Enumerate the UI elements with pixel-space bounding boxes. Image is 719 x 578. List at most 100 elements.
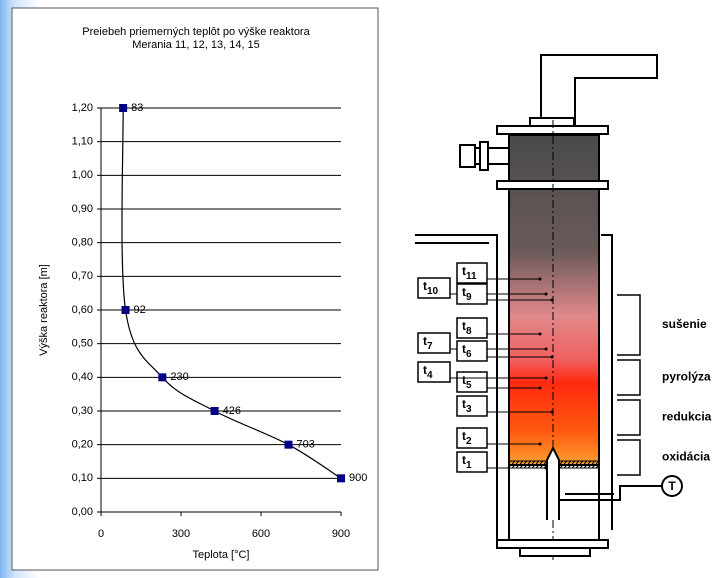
sensor-tip [538,386,542,390]
x-tick-label: 0 [98,528,104,540]
zone-bracket [617,359,641,396]
zone-bracket [617,399,641,436]
sensor-index: 5 [466,380,472,391]
sensor-index: 10 [427,286,439,297]
sensor: t7 [417,332,548,354]
thermometer-label: T [668,479,676,493]
point [119,104,128,112]
sensor-index: 6 [466,349,472,360]
y-tick-label: 1,20 [72,102,93,114]
y-tick-label: 1,10 [72,136,93,148]
chart: Preiebeh priemerných teplôt po výške rea… [38,26,367,561]
y-tick-label: 0,10 [72,472,93,484]
sensor-box [456,395,488,417]
sensor-box [417,277,451,299]
sensor-label: t10 [423,279,439,296]
chart-title: Preiebeh priemerných teplôt po výške rea… [82,26,310,38]
y-tick-label: 0,60 [72,304,93,316]
sensor-index: 11 [466,271,477,282]
sensor-tip [544,376,548,380]
sensor-box [456,262,488,284]
data-label: 426 [223,405,241,417]
probe [546,445,560,520]
data-label: 83 [131,102,143,114]
sensor-label: t2 [462,429,472,446]
data-label: 92 [134,304,146,316]
zone-label: redukcia [662,410,712,424]
sensor-symbol: t [462,453,466,467]
sensor-symbol: t [423,279,427,293]
thermo-line [559,485,662,501]
flange [496,539,609,549]
sensor-symbol: t [462,285,466,299]
sensor-label: t3 [462,397,472,414]
chart-panel [11,7,379,571]
bottom-flange [519,547,591,557]
sensor: t9 [456,283,554,305]
sensor-tip [538,277,542,281]
sensor-box [456,451,488,473]
sensor-label: t7 [423,334,433,351]
sensor-index: 4 [427,370,433,381]
sensor-box [456,317,488,339]
flange [529,117,575,127]
x-tick-label: 600 [252,528,270,540]
y-tick-label: 0,00 [72,506,93,518]
sensor-label: t6 [462,342,472,359]
sensor: t8 [456,317,542,339]
point [337,474,345,483]
point [121,306,130,314]
sensor-label: t9 [462,285,472,302]
zone-bracket [617,439,641,476]
sensor-label: t5 [462,373,472,390]
sensor-index: 8 [466,326,472,337]
sensor-symbol: t [462,397,466,411]
zone-bracket [617,294,641,356]
point [158,373,167,382]
sensor-symbol: t [462,319,466,333]
sensor-symbol: t [423,363,427,377]
x-tick-label: 300 [172,528,190,540]
point [284,440,293,449]
sensor-box [456,427,488,449]
exhaust-pipe [540,54,658,125]
sensor-label: t4 [423,363,433,380]
sensor: t11 [456,262,542,284]
sensor-index: 9 [466,292,472,303]
sensor: t6 [456,340,554,362]
data-label: 703 [296,439,314,451]
chart-subtitle: Merania 11, 12, 13, 14, 15 [132,39,260,51]
thermometer [661,475,683,497]
sensor-box [456,371,488,393]
side-flange [459,144,476,168]
sensor-index: 3 [466,404,472,415]
sensor: t2 [456,427,542,449]
sensor-symbol: t [462,429,466,443]
sensor-tip [544,292,548,296]
y-tick-label: 0,50 [72,338,93,350]
sensor-symbol: t [462,264,466,278]
y-tick-label: 0,90 [72,203,93,215]
y-tick-label: 0,40 [72,371,93,383]
sensor: t5 [456,371,542,393]
y-tick-label: 1,00 [72,169,93,181]
y-tick-label: 0,30 [72,405,93,417]
sensor-box [456,340,488,362]
sensor-tip [550,355,554,359]
sensor: t4 [417,361,548,383]
side-flange [479,141,489,171]
y-tick-label: 0,70 [72,270,93,282]
sensor-label: t1 [462,453,472,470]
zone-label: oxidácia [662,450,710,464]
x-axis-label: Teplota [°C] [193,549,250,561]
sensor-tip [550,298,554,302]
sensor-box [417,361,451,383]
sensor-label: t11 [462,264,477,281]
bottom-chamber [496,465,609,556]
sensor-index: 7 [427,341,433,352]
sensor-symbol: t [462,373,466,387]
sensor: t3 [456,395,554,417]
point [210,407,219,415]
